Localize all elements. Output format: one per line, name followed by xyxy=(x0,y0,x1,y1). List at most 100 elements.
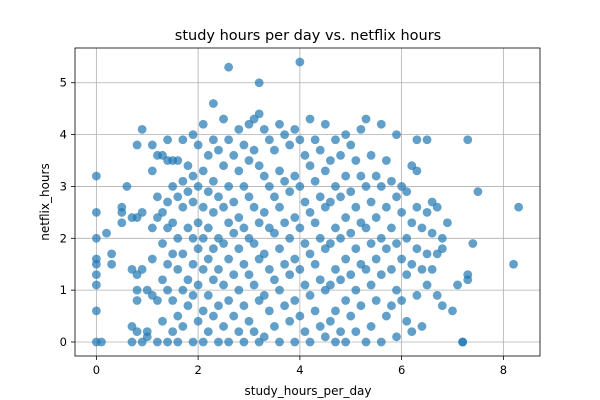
data-point xyxy=(203,187,213,197)
data-point xyxy=(280,301,290,311)
data-point xyxy=(422,280,432,290)
data-point xyxy=(244,316,254,326)
data-point xyxy=(259,125,269,134)
data-point xyxy=(168,182,178,191)
data-point xyxy=(219,114,228,124)
data-point xyxy=(295,135,305,145)
data-point xyxy=(305,249,315,259)
data-point xyxy=(203,254,213,264)
data-point xyxy=(310,135,320,145)
data-point xyxy=(163,285,172,295)
data-point xyxy=(158,316,167,326)
data-point xyxy=(208,176,218,186)
data-point xyxy=(132,327,142,337)
data-point xyxy=(366,197,376,207)
data-point xyxy=(280,130,290,139)
data-point xyxy=(300,327,310,337)
data-point xyxy=(295,223,305,233)
data-point xyxy=(336,275,345,285)
data-point xyxy=(188,171,198,181)
data-point xyxy=(371,254,381,264)
data-point xyxy=(437,233,447,243)
data-point xyxy=(305,290,315,300)
data-point xyxy=(387,176,396,186)
data-point xyxy=(275,285,284,295)
data-point xyxy=(407,218,417,228)
data-point xyxy=(214,265,223,274)
data-point xyxy=(458,337,468,347)
data-point xyxy=(259,171,269,181)
data-point xyxy=(224,62,234,72)
data-point xyxy=(290,296,300,305)
data-point xyxy=(290,337,300,347)
data-point xyxy=(198,306,208,316)
data-point xyxy=(468,239,478,248)
x-tick-label: 4 xyxy=(296,363,303,377)
data-point xyxy=(412,166,422,176)
data-point xyxy=(259,332,269,342)
data-point xyxy=(173,233,183,243)
data-point xyxy=(102,228,111,238)
data-point xyxy=(264,135,274,145)
data-point xyxy=(163,135,172,145)
data-point xyxy=(208,99,218,108)
data-point xyxy=(285,270,295,279)
data-point xyxy=(198,233,208,243)
data-point xyxy=(356,171,366,181)
x-axis-label: study_hours_per_day xyxy=(244,384,371,398)
data-point xyxy=(473,187,483,197)
data-point xyxy=(244,270,254,279)
data-point xyxy=(91,233,101,243)
data-point xyxy=(366,150,376,160)
data-point xyxy=(107,249,117,259)
data-point xyxy=(341,296,351,305)
data-point xyxy=(224,218,234,228)
x-tick-label: 8 xyxy=(500,363,507,377)
data-point xyxy=(178,176,188,186)
data-point xyxy=(275,244,284,254)
data-point xyxy=(239,140,249,150)
data-point xyxy=(336,150,345,160)
data-point xyxy=(366,322,376,331)
data-point xyxy=(392,239,401,248)
data-point xyxy=(315,192,325,202)
data-point xyxy=(147,166,157,176)
data-point xyxy=(341,213,351,222)
data-point xyxy=(91,280,101,290)
data-point xyxy=(127,337,137,347)
data-point xyxy=(254,78,264,88)
data-point xyxy=(254,109,264,119)
data-point xyxy=(198,119,208,129)
y-tick-label: 4 xyxy=(60,128,67,142)
data-point xyxy=(432,290,442,300)
data-point xyxy=(259,207,269,217)
data-point xyxy=(219,239,228,248)
data-point xyxy=(366,280,376,290)
data-point xyxy=(183,275,193,285)
data-point xyxy=(137,207,147,217)
data-point xyxy=(163,259,172,269)
data-point xyxy=(437,244,447,254)
data-point xyxy=(280,218,290,228)
data-point xyxy=(417,322,427,331)
data-point xyxy=(295,182,305,191)
data-point xyxy=(310,259,320,269)
data-point xyxy=(270,275,279,285)
data-point xyxy=(214,301,223,311)
data-point xyxy=(275,119,284,129)
data-point xyxy=(132,296,142,305)
data-point xyxy=(295,311,305,321)
data-point xyxy=(351,327,361,337)
data-point xyxy=(244,192,254,202)
data-point xyxy=(178,285,188,295)
data-point xyxy=(173,156,183,165)
data-point xyxy=(193,140,203,150)
data-point xyxy=(173,192,183,202)
data-point xyxy=(300,197,310,207)
data-point xyxy=(244,156,254,165)
data-point xyxy=(132,285,142,295)
data-point xyxy=(208,135,218,145)
data-point xyxy=(351,244,361,254)
data-point xyxy=(376,337,386,347)
data-point xyxy=(168,327,178,337)
